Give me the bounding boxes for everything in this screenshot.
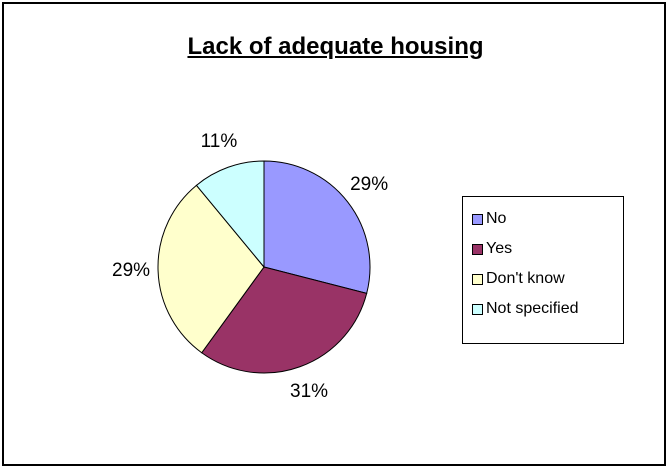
- legend-label-not-specified: Not specified: [486, 300, 579, 317]
- data-label-yes: 31%: [290, 381, 329, 403]
- pie-slice-dont-know: [157, 184, 265, 354]
- legend-label-no: No: [486, 210, 507, 227]
- legend-item-yes: Yes: [463, 234, 623, 264]
- pie-slice-yes: [200, 266, 368, 374]
- legend-swatch-yes: [472, 243, 483, 255]
- pie-slice-no: [263, 160, 371, 294]
- legend-item-dont-know: Don't know: [463, 264, 623, 294]
- data-label-not-specified: 11%: [200, 130, 238, 152]
- legend-label-yes: Yes: [486, 240, 513, 257]
- legend-swatch-dont-know: [472, 273, 483, 285]
- data-label-dont-know: 29%: [112, 260, 151, 282]
- legend-item-not-specified: Not specified: [463, 294, 623, 324]
- chart-legend: No Yes Don't know Not specified: [462, 196, 624, 344]
- legend-swatch-not-specified: [472, 303, 483, 315]
- data-label-no: 29%: [350, 174, 389, 196]
- legend-swatch-no: [472, 213, 483, 225]
- pie-slice-not-specified: [195, 160, 265, 269]
- legend-item-no: No: [463, 204, 623, 234]
- legend-label-dont-know: Don't know: [486, 270, 565, 287]
- chart-title: Lack of adequate housing: [187, 33, 484, 60]
